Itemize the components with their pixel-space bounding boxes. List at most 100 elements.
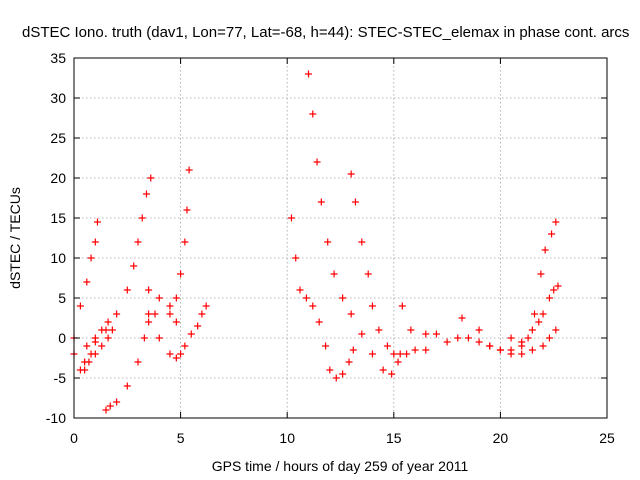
data-point — [155, 334, 163, 342]
y-tick-label: -10 — [46, 410, 66, 426]
data-point — [87, 254, 95, 262]
data-point — [187, 330, 195, 338]
y-tick-label: 25 — [50, 130, 66, 146]
data-point — [349, 346, 357, 354]
data-point — [524, 334, 532, 342]
data-point — [155, 294, 163, 302]
data-point — [104, 318, 112, 326]
data-point — [93, 218, 101, 226]
data-point — [91, 238, 99, 246]
data-points — [70, 70, 562, 414]
data-point — [507, 350, 515, 358]
data-point — [545, 294, 553, 302]
y-tick-labels: -10 -5 0 5 10 15 20 25 30 35 — [46, 50, 66, 426]
grid-lines — [74, 58, 607, 418]
data-point — [185, 166, 193, 174]
data-point — [358, 330, 366, 338]
data-point — [537, 270, 545, 278]
y-tick-label: 10 — [50, 250, 66, 266]
data-point — [528, 326, 536, 334]
data-point — [172, 318, 180, 326]
data-point — [345, 358, 353, 366]
axis-ticks — [73, 57, 608, 419]
data-point — [302, 294, 310, 302]
data-point — [108, 326, 116, 334]
data-point — [330, 270, 338, 278]
data-point — [324, 238, 332, 246]
x-tick-label: 25 — [599, 430, 615, 446]
data-arc — [287, 214, 357, 382]
data-point — [147, 174, 155, 182]
data-point — [507, 334, 515, 342]
data-point — [383, 342, 391, 350]
chart-title: dSTEC Iono. truth (dav1, Lon=77, Lat=-68… — [22, 24, 629, 41]
data-point — [407, 326, 415, 334]
data-point — [151, 310, 159, 318]
data-point — [177, 270, 185, 278]
data-point — [76, 302, 84, 310]
data-point — [358, 238, 366, 246]
data-point — [296, 286, 304, 294]
data-point — [81, 366, 89, 374]
data-point — [554, 282, 562, 290]
data-point — [309, 302, 317, 310]
data-arc — [102, 166, 193, 414]
data-point — [347, 170, 355, 178]
data-point — [138, 214, 146, 222]
data-point — [475, 338, 483, 346]
data-point — [134, 238, 142, 246]
data-point — [177, 350, 185, 358]
data-point — [539, 310, 547, 318]
data-point — [528, 346, 536, 354]
data-point — [339, 294, 347, 302]
data-point — [292, 254, 300, 262]
x-tick-label: 15 — [386, 430, 402, 446]
data-arc — [507, 282, 562, 346]
data-point — [172, 294, 180, 302]
data-point — [518, 338, 526, 346]
data-point — [339, 370, 347, 378]
data-point — [403, 350, 411, 358]
data-point — [317, 198, 325, 206]
data-point — [198, 310, 206, 318]
data-point — [166, 302, 174, 310]
data-point — [145, 318, 153, 326]
data-point — [443, 338, 451, 346]
data-point — [104, 334, 112, 342]
x-axis-label: GPS time / hours of day 259 of year 2011 — [212, 458, 469, 474]
data-point — [123, 382, 131, 390]
data-point — [102, 406, 110, 414]
data-point — [332, 374, 340, 382]
data-point — [309, 110, 317, 118]
data-point — [550, 286, 558, 294]
data-arc — [70, 218, 101, 342]
data-arc — [83, 174, 155, 350]
data-point — [464, 334, 472, 342]
y-tick-label: 35 — [50, 50, 66, 66]
data-point — [85, 358, 93, 366]
data-arc — [81, 326, 116, 374]
data-point — [202, 302, 210, 310]
data-point — [322, 342, 330, 350]
data-point — [166, 310, 174, 318]
data-point — [535, 318, 543, 326]
data-point — [183, 206, 191, 214]
data-point — [394, 358, 402, 366]
data-point — [541, 246, 549, 254]
data-point — [486, 342, 494, 350]
data-point — [130, 262, 138, 270]
data-point — [83, 342, 91, 350]
y-axis-label: dSTEC / TECUs — [7, 187, 23, 289]
data-point — [454, 334, 462, 342]
data-point — [347, 310, 355, 318]
y-tick-label: 0 — [58, 330, 66, 346]
data-point — [166, 350, 174, 358]
data-arc — [145, 286, 180, 326]
data-point — [181, 342, 189, 350]
data-point — [113, 398, 121, 406]
data-point — [351, 198, 359, 206]
y-tick-label: -5 — [54, 370, 67, 386]
data-point — [134, 358, 142, 366]
data-point — [496, 346, 504, 354]
